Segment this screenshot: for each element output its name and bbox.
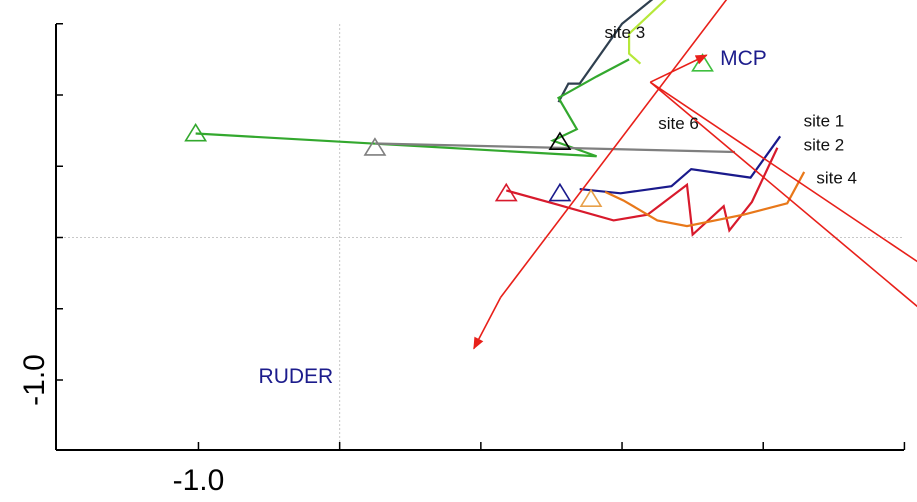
- site-label: site 1: [804, 111, 845, 130]
- start-marker: [548, 131, 572, 151]
- trajectory-site-6: [374, 142, 736, 154]
- start-marker: [494, 182, 518, 202]
- vector-semirude: [649, 81, 917, 263]
- start-marker: [184, 122, 208, 142]
- trajectory-site-3: [195, 58, 630, 158]
- y-tick-label: -1.0: [18, 354, 51, 406]
- vector-label: MCP: [720, 47, 767, 70]
- trajectory-site-3A: [557, 0, 654, 103]
- start-marker: [579, 188, 603, 208]
- start-markers: [184, 53, 714, 208]
- site-label: site 6: [658, 114, 699, 133]
- trajectory-site-1: [579, 135, 782, 195]
- vector-cni: [499, 0, 728, 298]
- start-marker: [363, 137, 387, 156]
- site-label: site 2: [804, 136, 845, 155]
- site-trajectories: [195, 0, 806, 237]
- reference-lines: [56, 24, 904, 450]
- vector-ruder: [473, 296, 502, 350]
- site-label: site 4: [816, 168, 857, 187]
- site-label: site 3: [605, 23, 646, 42]
- vector-arr: [649, 81, 917, 308]
- x-tick-label: -1.0: [173, 464, 225, 497]
- environment-vectors: [473, 0, 917, 350]
- trajectory-site-4: [604, 171, 806, 228]
- vector-label: RUDER: [259, 365, 334, 388]
- start-marker: [548, 182, 572, 202]
- vector-mcp: [649, 54, 708, 83]
- trajectory-site-5: [627, 0, 667, 65]
- axis-ticks: [56, 23, 906, 450]
